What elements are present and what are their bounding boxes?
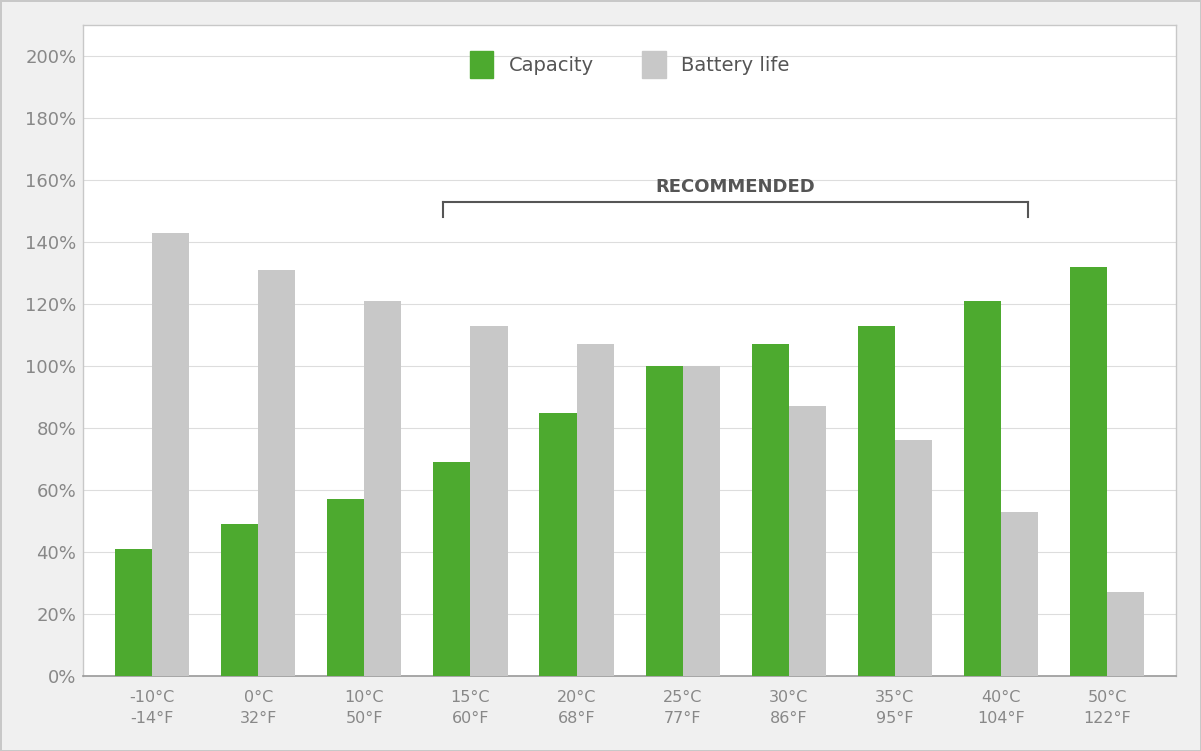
Bar [258,270,295,676]
Legend: Capacity, Battery life: Capacity, Battery life [460,41,799,88]
Bar [752,345,789,676]
Bar [115,549,153,676]
Bar [221,524,258,676]
Bar [471,326,508,676]
Bar [576,345,614,676]
Bar [895,441,932,676]
Bar [645,366,682,676]
Bar [539,412,576,676]
Bar [789,406,826,676]
Bar [682,366,719,676]
Bar [153,233,190,676]
Bar [1107,593,1145,676]
Bar [364,301,401,676]
Bar [858,326,895,676]
Bar [1000,511,1038,676]
Bar [327,499,364,676]
Bar [1070,267,1107,676]
Bar [964,301,1000,676]
Text: RECOMMENDED: RECOMMENDED [656,177,815,195]
Bar [434,462,471,676]
